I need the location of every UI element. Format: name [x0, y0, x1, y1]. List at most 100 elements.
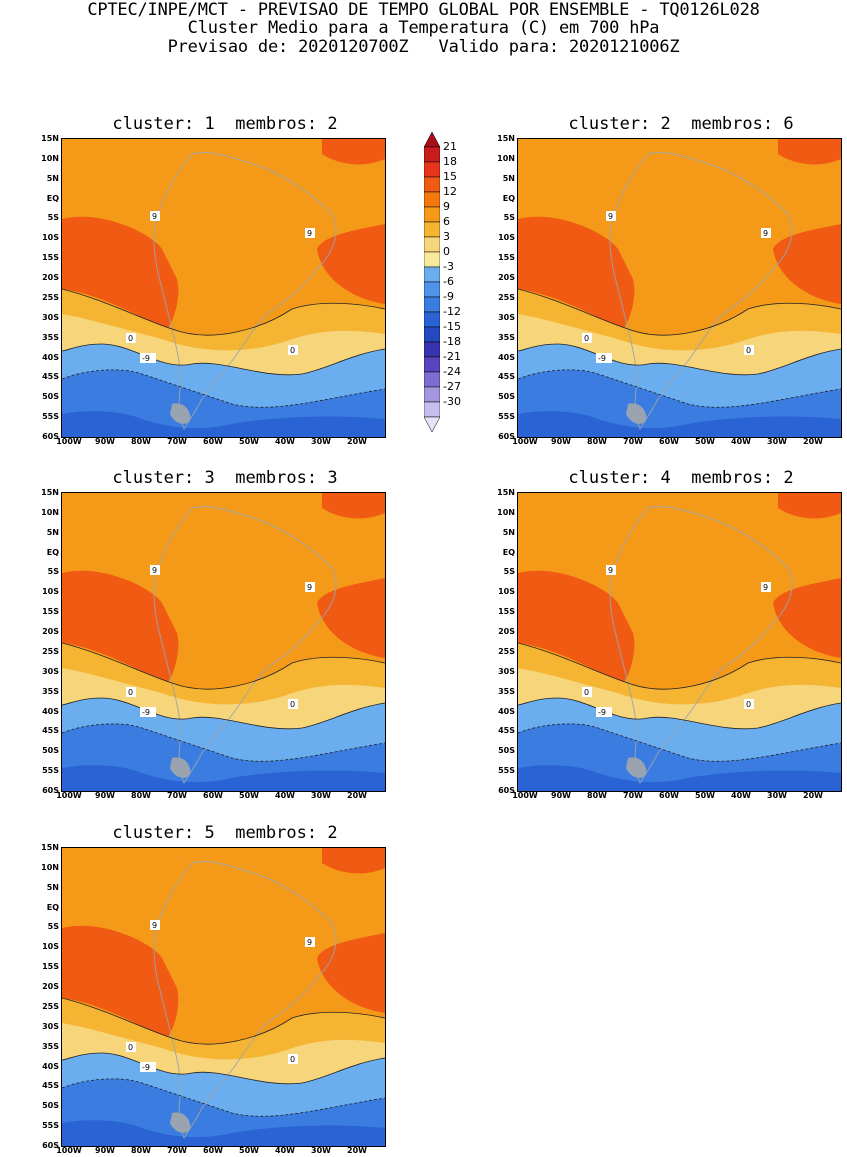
map-panel-2: 9 9 0 0 -9 [517, 138, 842, 438]
colorbar [424, 132, 440, 433]
svg-text:9: 9 [152, 566, 157, 575]
svg-text:0: 0 [290, 1055, 295, 1064]
colorbar-label: 6 [443, 215, 450, 228]
contour-label-0-east: 0 [744, 345, 754, 355]
svg-text:0: 0 [128, 334, 133, 343]
lat-label: 30S [498, 666, 515, 676]
contour-minus-9 [62, 723, 385, 762]
lat-label: 10N [41, 153, 59, 163]
lat-label: 20S [42, 982, 59, 992]
map-panel-4: 9 9 0 0 -9 [517, 492, 842, 792]
tierra-del-fuego [170, 403, 191, 424]
svg-text:0: 0 [584, 334, 589, 343]
lat-label: 15N [497, 488, 515, 497]
lon-label: 50W [239, 1146, 259, 1155]
lon-label: 20W [347, 437, 367, 446]
svg-text:9: 9 [307, 229, 312, 238]
lat-label: 15N [41, 843, 59, 852]
lon-label: 100W [512, 437, 538, 446]
lon-label: 90W [95, 1146, 115, 1155]
colorbar-swatch [424, 146, 440, 163]
lat-label: 5N [502, 527, 515, 537]
lon-label: 20W [803, 791, 823, 800]
lat-label: 5N [46, 527, 59, 537]
header-line-1: CPTEC/INPE/MCT - PREVISAO DE TEMPO GLOBA… [87, 0, 760, 20]
svg-text:9: 9 [763, 229, 768, 238]
lon-label: 70W [167, 791, 187, 800]
svg-text:9: 9 [608, 566, 613, 575]
contour-label-minus-9: -9 [596, 353, 612, 363]
lat-label: 10N [41, 507, 59, 517]
lon-label: 100W [512, 791, 538, 800]
lat-label: 30S [498, 312, 515, 322]
lon-label: 80W [131, 437, 151, 446]
lat-label: 15N [41, 488, 59, 497]
lat-label: 60S [498, 786, 515, 795]
colorbar-label: -27 [443, 380, 461, 393]
lat-label: 10N [497, 153, 515, 163]
lon-label: 80W [587, 437, 607, 446]
lat-label: EQ [502, 193, 515, 203]
mild-band [518, 289, 841, 351]
lat-label: 15S [42, 607, 59, 617]
svg-text:-9: -9 [598, 708, 606, 717]
lat-label: 5N [46, 882, 59, 892]
svg-text:9: 9 [608, 212, 613, 221]
lat-label: 5S [47, 567, 59, 577]
svg-text:0: 0 [746, 346, 751, 355]
lon-label: 50W [695, 437, 715, 446]
lat-label: EQ [46, 547, 59, 557]
lat-label: 15S [42, 962, 59, 972]
contour-0 [62, 343, 385, 376]
lat-label: 45S [498, 726, 515, 736]
svg-text:-9: -9 [142, 1063, 150, 1072]
contour-label-9: 9 [606, 211, 616, 221]
colorbar-swatch [424, 191, 440, 208]
lat-label: 60S [498, 432, 515, 441]
coastline [153, 861, 337, 1140]
coldest-band [518, 411, 841, 437]
coldest-band [62, 1120, 385, 1146]
lon-label: 60W [203, 791, 223, 800]
lat-label: 10S [42, 587, 59, 597]
lon-label: 70W [623, 437, 643, 446]
panel-1-title: cluster: 1 membros: 2 [112, 114, 338, 134]
svg-text:0: 0 [290, 700, 295, 709]
coldest-band [518, 765, 841, 791]
coastline [609, 506, 793, 785]
lon-label: 50W [695, 791, 715, 800]
panel-5-title: cluster: 5 membros: 2 [112, 823, 338, 843]
colorbar-swatch [424, 356, 440, 373]
lat-label: 5S [503, 213, 515, 223]
lat-label: 30S [42, 312, 59, 322]
contour-label-minus-9: -9 [140, 707, 156, 717]
lat-label: 5S [503, 567, 515, 577]
warm-band-west [62, 216, 179, 329]
lat-label: 35S [498, 686, 515, 696]
lon-label: 60W [659, 791, 679, 800]
colorbar-label: 15 [443, 170, 457, 183]
contour-0 [518, 343, 841, 376]
colorbar-label: -15 [443, 320, 461, 333]
colorbar-swatch [424, 251, 440, 268]
colorbar-label: 18 [443, 155, 457, 168]
lon-label: 80W [587, 791, 607, 800]
lon-label: 20W [347, 1146, 367, 1155]
lat-label: 40S [42, 706, 59, 716]
lat-label: 50S [42, 746, 59, 756]
contour-0 [62, 1052, 385, 1085]
svg-text:9: 9 [152, 212, 157, 221]
lat-label: 25S [498, 646, 515, 656]
colorbar-label: 21 [443, 140, 457, 153]
lat-label: 10N [497, 507, 515, 517]
svg-text:9: 9 [307, 938, 312, 947]
colorbar-label: -24 [443, 365, 461, 378]
lon-label: 30W [311, 791, 331, 800]
mild-band [62, 289, 385, 351]
svg-text:0: 0 [128, 1043, 133, 1052]
contour-9 [518, 288, 841, 336]
lon-label: 30W [767, 437, 787, 446]
contour-label-9-east: 9 [761, 582, 771, 592]
colorbar-swatch [424, 401, 440, 418]
svg-text:9: 9 [763, 583, 768, 592]
